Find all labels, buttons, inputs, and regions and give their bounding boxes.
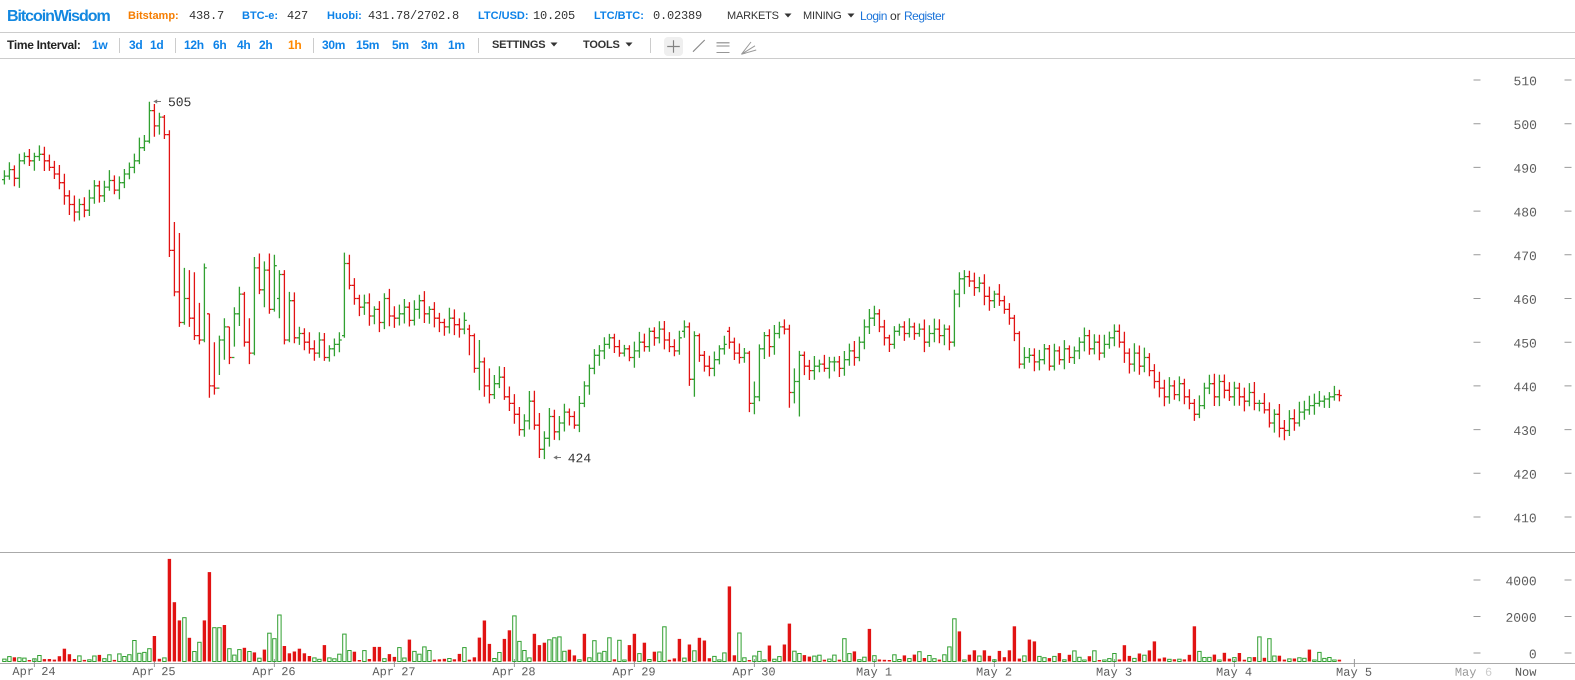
svg-text:May 2: May 2 [976,666,1012,680]
svg-text:Apr 27: Apr 27 [372,665,415,679]
svg-text:May 4: May 4 [1216,666,1252,680]
svg-text:May: May [1455,666,1477,680]
svg-text:2000: 2000 [1505,611,1536,626]
svg-text:430: 430 [1513,424,1536,439]
svg-text:0: 0 [1529,647,1537,662]
svg-text:460: 460 [1513,293,1536,308]
svg-text:470: 470 [1513,249,1536,264]
svg-text:480: 480 [1513,205,1536,220]
svg-text:Apr 25: Apr 25 [132,665,175,679]
svg-text:4000: 4000 [1505,574,1536,589]
svg-text:505: 505 [168,95,191,110]
svg-text:424: 424 [568,451,592,466]
svg-text:Apr 29: Apr 29 [612,665,655,679]
svg-text:May 5: May 5 [1336,666,1372,680]
svg-text:Apr 24: Apr 24 [12,665,55,679]
svg-text:Apr 26: Apr 26 [252,665,295,679]
svg-text:6: 6 [1485,666,1492,680]
svg-text:Apr 30: Apr 30 [732,665,775,679]
svg-text:420: 420 [1513,468,1536,483]
svg-text:490: 490 [1514,162,1537,177]
svg-text:450: 450 [1513,336,1536,351]
svg-text:440: 440 [1513,380,1536,395]
svg-text:500: 500 [1514,118,1537,133]
svg-text:Now: Now [1515,666,1537,680]
svg-text:May 1: May 1 [856,665,892,679]
svg-text:Apr 28: Apr 28 [492,665,535,679]
svg-text:May 3: May 3 [1096,666,1132,680]
svg-text:410: 410 [1513,511,1536,526]
svg-text:510: 510 [1514,74,1537,89]
